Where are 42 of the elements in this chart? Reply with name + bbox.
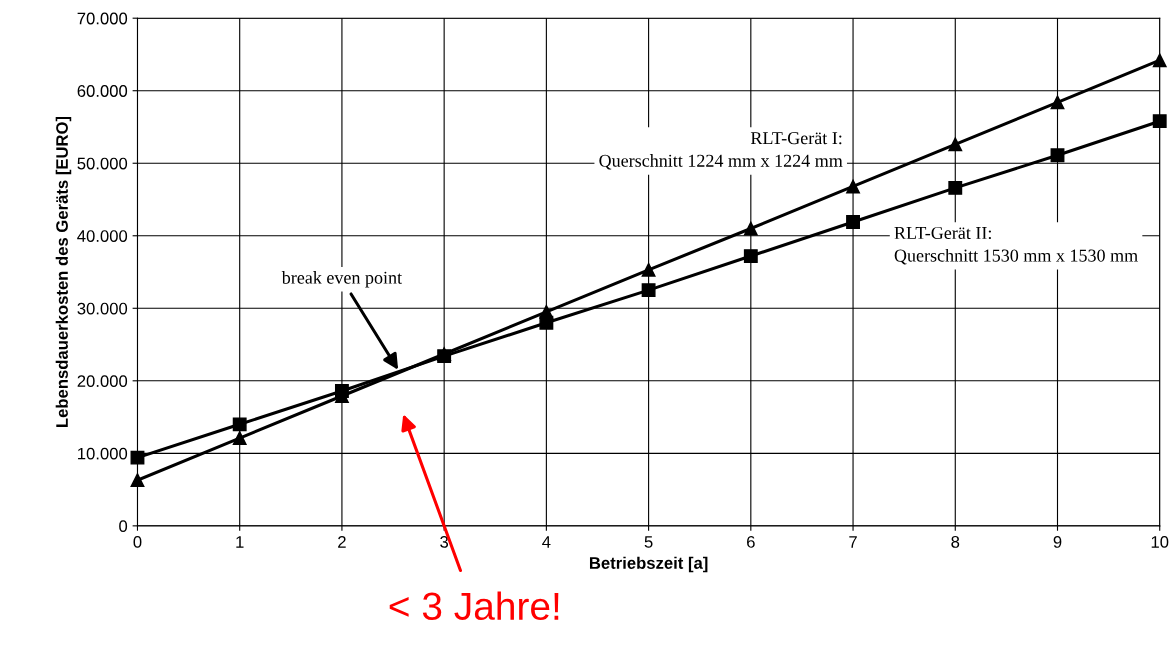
x-tick-label: 10: [1151, 536, 1169, 548]
y-tick-label: 30.000: [77, 302, 128, 315]
point: [1152, 53, 1167, 68]
point: [232, 417, 247, 432]
point: [743, 249, 758, 264]
y-tick-label: 10.000: [78, 447, 128, 460]
series-label: RLT-Gerät II: Querschnitt 1530 mm x 1530 mm: [894, 226, 1138, 265]
y-tick-label: 50.000: [77, 157, 128, 170]
point: [948, 137, 963, 152]
point: [641, 283, 656, 298]
x-tick-label: 8: [951, 536, 960, 548]
point: [846, 179, 860, 194]
x-tick-label: 9: [1053, 536, 1062, 548]
point: [1050, 95, 1065, 110]
x-tick-label: 7: [849, 536, 857, 548]
point: [846, 215, 860, 229]
point: [641, 262, 656, 277]
x-tick-label: 4: [542, 536, 551, 548]
y-tick-label: 40.000: [77, 230, 128, 242]
point: [1152, 114, 1167, 129]
point: [232, 431, 247, 446]
x-tick-label: 6: [747, 536, 755, 548]
x-tick-label: 5: [644, 536, 653, 548]
y-tick-label: 70.000: [77, 12, 128, 25]
y-axis-title: Lebensdauerkosten des Geräts [EURO]: [55, 116, 72, 427]
point: [539, 304, 554, 319]
x-tick-label: 3: [440, 536, 449, 548]
y-tick-label: 20.000: [77, 375, 128, 388]
y-tick-label: 60.000: [77, 85, 128, 97]
x-tick-label: 0: [133, 536, 142, 548]
x-tick-label: 1: [236, 536, 244, 548]
series-label: RLT-Gerät I: Querschnitt 1224 mm x 1224 mm: [599, 132, 843, 170]
point: [130, 473, 145, 488]
x-tick-label: 2: [338, 536, 346, 548]
point: [743, 221, 758, 236]
point: [130, 450, 145, 465]
text: < 3 Jahre!: [389, 591, 559, 621]
x-axis-title: Betriebszeit [a]: [589, 556, 708, 573]
point: [1050, 148, 1065, 163]
annotation: break even point: [281, 271, 402, 288]
point: [948, 180, 963, 195]
y-tick-label: 0: [119, 520, 128, 533]
